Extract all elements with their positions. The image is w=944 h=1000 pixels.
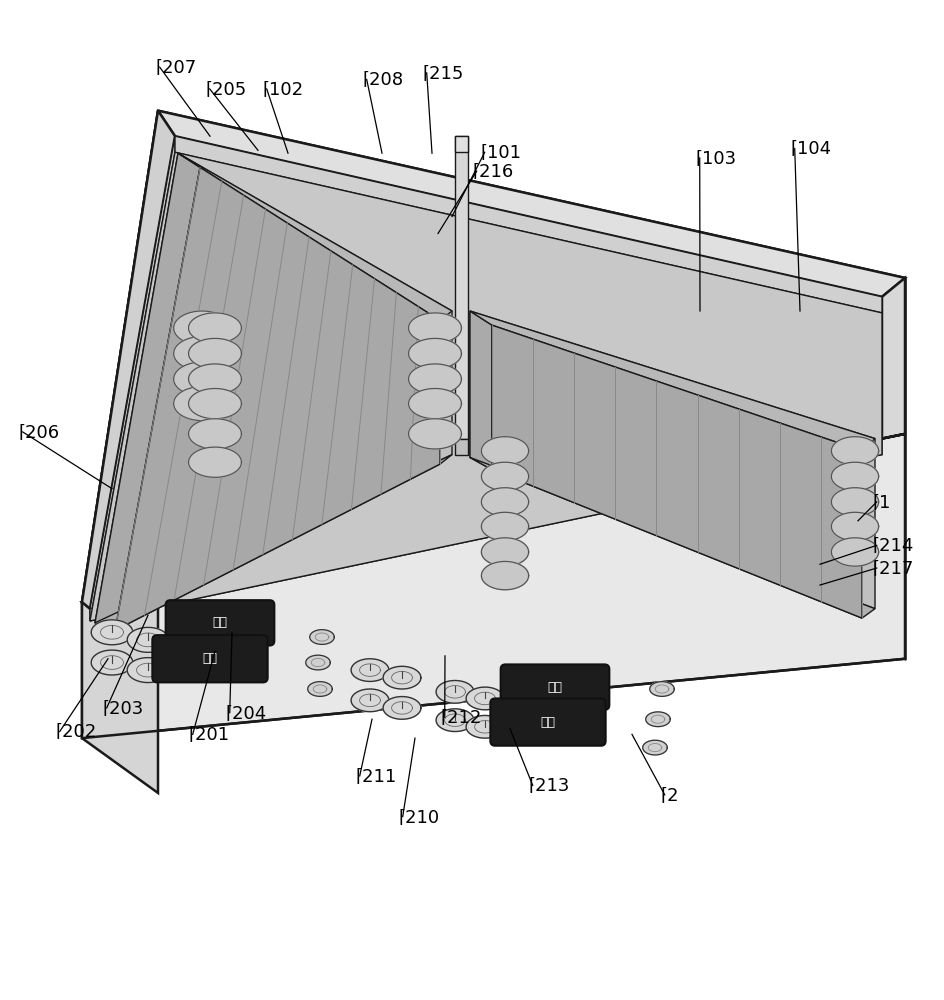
Polygon shape [642, 740, 666, 755]
Polygon shape [480, 561, 528, 590]
Polygon shape [831, 462, 878, 491]
Polygon shape [492, 325, 861, 618]
Polygon shape [174, 337, 230, 371]
Polygon shape [831, 512, 878, 541]
Polygon shape [382, 666, 420, 689]
Polygon shape [881, 278, 904, 439]
Text: ⌈215: ⌈215 [422, 64, 463, 82]
Text: ⌈1: ⌈1 [871, 493, 889, 511]
Text: 时间: 时间 [212, 616, 228, 629]
Polygon shape [95, 153, 200, 630]
Polygon shape [408, 364, 461, 394]
Polygon shape [469, 311, 874, 451]
Text: ⌈212: ⌈212 [440, 708, 480, 726]
Polygon shape [95, 455, 451, 630]
Polygon shape [436, 680, 473, 703]
FancyBboxPatch shape [490, 698, 605, 746]
Text: 温度: 温度 [202, 652, 217, 665]
Polygon shape [90, 439, 881, 621]
FancyBboxPatch shape [165, 600, 274, 646]
Text: ⌈2: ⌈2 [659, 786, 678, 804]
Polygon shape [189, 364, 242, 394]
Polygon shape [465, 687, 503, 710]
Polygon shape [469, 311, 874, 609]
Polygon shape [82, 111, 175, 609]
Text: 时间: 时间 [547, 681, 562, 694]
Polygon shape [469, 457, 874, 618]
Text: ⌈217: ⌈217 [871, 559, 913, 577]
Polygon shape [174, 311, 230, 345]
Text: ⌈206: ⌈206 [18, 423, 59, 441]
Polygon shape [454, 439, 467, 455]
Text: ⌈201: ⌈201 [188, 725, 228, 743]
Polygon shape [306, 655, 330, 670]
Polygon shape [189, 313, 242, 343]
Polygon shape [82, 434, 904, 738]
Polygon shape [90, 136, 175, 621]
Text: ⌈211: ⌈211 [355, 767, 396, 785]
Text: ⌈213: ⌈213 [528, 776, 569, 794]
Polygon shape [127, 627, 169, 652]
Polygon shape [174, 362, 230, 396]
Polygon shape [175, 136, 881, 313]
Polygon shape [351, 689, 389, 712]
Text: ⌈103: ⌈103 [694, 149, 735, 167]
Polygon shape [649, 682, 674, 696]
Text: 温度: 温度 [540, 716, 555, 729]
Polygon shape [465, 715, 503, 738]
Polygon shape [408, 419, 461, 449]
Text: ⌈102: ⌈102 [261, 80, 303, 98]
Polygon shape [408, 338, 461, 369]
Polygon shape [469, 311, 492, 470]
Polygon shape [480, 538, 528, 566]
Text: ⌈101: ⌈101 [480, 143, 520, 161]
Text: ⌈216: ⌈216 [471, 162, 513, 180]
Polygon shape [480, 437, 528, 465]
Polygon shape [831, 437, 878, 465]
Polygon shape [308, 682, 332, 696]
Polygon shape [92, 620, 133, 645]
Text: ⌈104: ⌈104 [789, 139, 830, 157]
Polygon shape [351, 659, 389, 681]
Polygon shape [454, 136, 467, 152]
Polygon shape [82, 111, 158, 793]
Text: ⌈205: ⌈205 [205, 80, 246, 98]
Polygon shape [90, 152, 881, 621]
Polygon shape [95, 153, 451, 623]
Polygon shape [831, 488, 878, 516]
Polygon shape [408, 313, 461, 343]
Polygon shape [480, 512, 528, 541]
Polygon shape [174, 387, 230, 421]
Polygon shape [92, 650, 133, 675]
Text: ⌈202: ⌈202 [55, 723, 96, 741]
Polygon shape [115, 167, 440, 630]
Polygon shape [82, 111, 904, 602]
Text: ⌈203: ⌈203 [102, 699, 143, 717]
Polygon shape [831, 538, 878, 566]
Text: ⌈207: ⌈207 [155, 58, 196, 76]
Polygon shape [408, 388, 461, 419]
Polygon shape [127, 658, 169, 683]
Polygon shape [177, 153, 451, 320]
Polygon shape [382, 697, 420, 719]
Polygon shape [436, 709, 473, 732]
FancyBboxPatch shape [500, 664, 609, 710]
Polygon shape [189, 419, 242, 449]
Polygon shape [454, 136, 467, 439]
Polygon shape [158, 111, 904, 297]
Text: ⌈210: ⌈210 [397, 808, 439, 826]
Polygon shape [82, 434, 904, 609]
Text: ⌈208: ⌈208 [362, 70, 403, 88]
Polygon shape [480, 462, 528, 491]
Polygon shape [189, 338, 242, 369]
FancyBboxPatch shape [152, 635, 267, 682]
Text: ⌈204: ⌈204 [225, 704, 266, 722]
Text: ⌈214: ⌈214 [871, 536, 913, 554]
Polygon shape [189, 388, 242, 419]
Polygon shape [645, 712, 669, 727]
Polygon shape [189, 447, 242, 477]
Polygon shape [480, 488, 528, 516]
Polygon shape [310, 630, 334, 644]
